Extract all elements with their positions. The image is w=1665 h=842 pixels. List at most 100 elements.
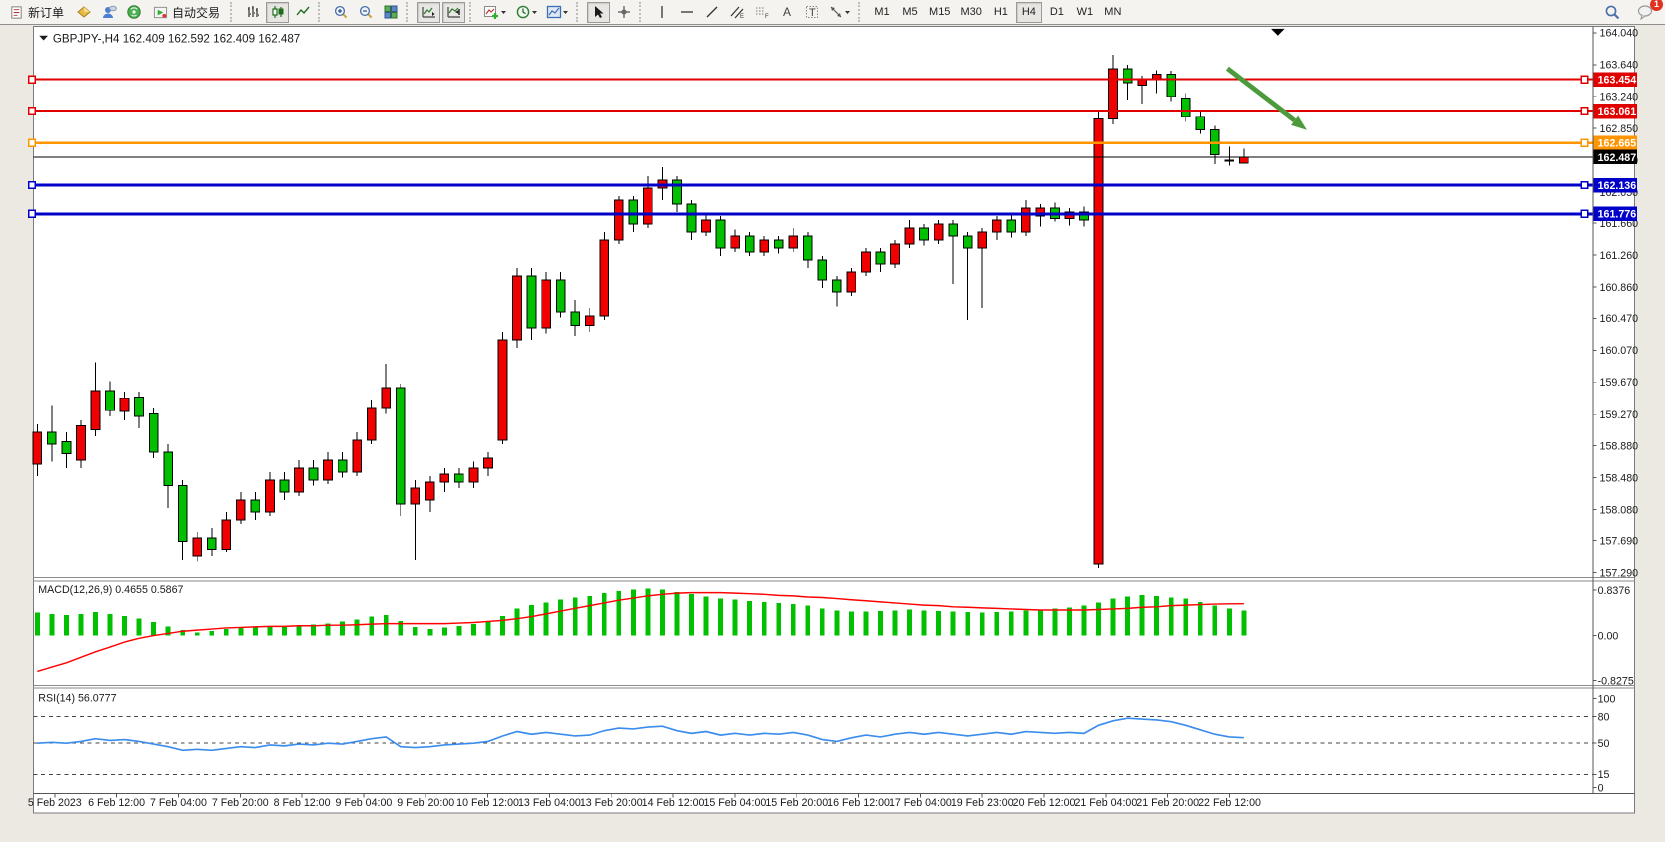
svg-text:21 Feb 04:00: 21 Feb 04:00: [1074, 797, 1137, 809]
chevron-down-icon: [532, 11, 538, 14]
auto-trading-button[interactable]: 自动交易: [147, 2, 226, 23]
chevron-down-icon: [563, 11, 569, 14]
trendline-icon: [706, 6, 717, 18]
vertical-line-tool-button[interactable]: [650, 2, 673, 23]
svg-text:GBPJPY-,H4 162.409 162.592 16: GBPJPY-,H4 162.409 162.592 162.409 162.4…: [53, 32, 300, 45]
timeframe-h4-button[interactable]: H4: [1015, 1, 1042, 23]
crosshair-tool-button[interactable]: [612, 2, 635, 23]
fibonacci-icon: F: [755, 7, 769, 20]
svg-text:19 Feb 23:00: 19 Feb 23:00: [951, 797, 1014, 809]
toolbar-separator: [230, 2, 236, 22]
zoom-in-button[interactable]: [329, 2, 352, 23]
hline-163.061[interactable]: [27, 106, 1593, 116]
clock-icon: [516, 5, 530, 19]
svg-text:163.454: 163.454: [1598, 75, 1637, 87]
text-label-icon: T: [805, 6, 818, 19]
new-order-label: 新订单: [28, 5, 65, 20]
svg-text:-0.8275: -0.8275: [1598, 675, 1634, 687]
hline-161.776[interactable]: [27, 209, 1593, 218]
hline-163.454[interactable]: [27, 75, 1593, 84]
crosshair-icon: [617, 6, 630, 18]
svg-text:9 Feb 04:00: 9 Feb 04:00: [335, 797, 392, 809]
chart-shift-button[interactable]: [442, 1, 466, 23]
svg-text:F: F: [765, 14, 769, 20]
svg-text:158.880: 158.880: [1600, 440, 1639, 452]
timeframe-w1-button[interactable]: W1: [1076, 6, 1094, 18]
signals-icon: [126, 5, 141, 19]
timeframe-d1-button[interactable]: D1: [1049, 6, 1064, 18]
svg-text:80: 80: [1598, 711, 1610, 723]
chart-shift-icon: [446, 7, 460, 18]
svg-text:162.136: 162.136: [1598, 180, 1637, 192]
new-order-icon: [11, 5, 22, 19]
timeframe-m5-button[interactable]: M5: [902, 6, 918, 18]
fibonacci-tool-button[interactable]: F: [750, 2, 773, 23]
main-toolbar: 新订单 自动交易: [0, 0, 1665, 25]
indicators-button[interactable]: [480, 2, 510, 23]
svg-text:MACD(12,26,9) 0.4655 0.5867: MACD(12,26,9) 0.4655 0.5867: [38, 584, 183, 596]
svg-text:15 Feb 20:00: 15 Feb 20:00: [765, 797, 828, 809]
timeframe-m1-button[interactable]: M1: [874, 6, 890, 18]
price-label-162.665: 162.665: [1593, 135, 1637, 151]
toolbar-separator: [318, 2, 324, 22]
signals-button[interactable]: [122, 2, 145, 23]
cursor-tool-button[interactable]: [587, 1, 611, 23]
notification-badge: 1: [1650, 0, 1663, 11]
svg-text:50: 50: [1598, 738, 1610, 750]
arrows-icon: [830, 6, 842, 18]
svg-text:100: 100: [1598, 693, 1616, 705]
zoom-out-button[interactable]: [354, 2, 377, 23]
chart-shift-marker[interactable]: [1271, 28, 1285, 36]
toolbar-separator: [576, 2, 582, 22]
bar-chart-button[interactable]: [241, 2, 264, 23]
svg-text:15 Feb 04:00: 15 Feb 04:00: [704, 797, 767, 809]
bar-chart-icon: [247, 6, 259, 17]
arrows-tool-button[interactable]: [825, 2, 854, 23]
zoom-in-icon: [334, 5, 347, 19]
chart-ohlc-header: GBPJPY-,H4 162.409 162.592 162.409 162.4…: [39, 32, 300, 45]
svg-text:162.850: 162.850: [1600, 123, 1639, 135]
timeframe-h1-button[interactable]: H1: [993, 6, 1008, 18]
svg-text:13 Feb 04:00: 13 Feb 04:00: [518, 797, 581, 809]
chart-window[interactable]: GBPJPY-,H4 162.409 162.592 162.409 162.4…: [0, 26, 1665, 842]
templates-button[interactable]: [543, 2, 572, 23]
line-chart-button[interactable]: [291, 2, 314, 23]
svg-text:162.665: 162.665: [1598, 138, 1637, 150]
symbol-menu-icon: [39, 35, 48, 41]
timeframe-m30-button[interactable]: M30: [960, 6, 982, 18]
time-axis[interactable]: 5 Feb 2023 6 Feb 12:00 7 Feb 04:00 7 Feb 20…: [28, 793, 1635, 810]
timeframe-m15-button[interactable]: M15: [929, 6, 951, 18]
svg-text:T: T: [809, 7, 816, 19]
svg-text:159.270: 159.270: [1600, 409, 1639, 421]
text-label-tool-button[interactable]: T: [800, 2, 823, 23]
svg-text:164.040: 164.040: [1600, 28, 1639, 40]
candlestick-chart-button[interactable]: [266, 1, 290, 23]
community-button[interactable]: [97, 2, 120, 23]
svg-text:163.061: 163.061: [1598, 106, 1637, 118]
periods-button[interactable]: [512, 2, 541, 23]
svg-text:0.00: 0.00: [1598, 630, 1619, 642]
tile-windows-icon: [384, 5, 398, 19]
macd-indicator: MACD(12,26,9) 0.4655 0.5867: [34, 584, 1247, 673]
text-tool-button[interactable]: A: [775, 2, 798, 23]
vertical-line-icon: [660, 6, 663, 18]
svg-text:160.470: 160.470: [1600, 313, 1639, 325]
new-order-button[interactable]: 新订单: [3, 2, 70, 23]
notifications-button[interactable]: 1: [1634, 0, 1663, 22]
trend-arrow-annotation[interactable]: [1225, 66, 1307, 130]
tile-windows-button[interactable]: [379, 2, 402, 23]
channel-tool-button[interactable]: E: [725, 2, 748, 23]
auto-scroll-button[interactable]: [417, 1, 441, 23]
hline-162.665[interactable]: [27, 138, 1593, 147]
timeframe-mn-button[interactable]: MN: [1104, 6, 1122, 18]
hline-162.136[interactable]: [27, 180, 1593, 190]
svg-text:157.690: 157.690: [1600, 535, 1639, 547]
horizontal-line-tool-button[interactable]: [675, 2, 698, 23]
chevron-down-icon: [845, 11, 851, 14]
price-label-163.061: 163.061: [1593, 103, 1637, 119]
svg-text:9 Feb 20:00: 9 Feb 20:00: [397, 797, 454, 809]
price-axis[interactable]: 164.040163.640163.240162.850162.450162.0…: [1592, 26, 1639, 795]
trendline-tool-button[interactable]: [700, 2, 723, 23]
search-button[interactable]: [1600, 1, 1624, 22]
market-button[interactable]: [72, 2, 95, 23]
